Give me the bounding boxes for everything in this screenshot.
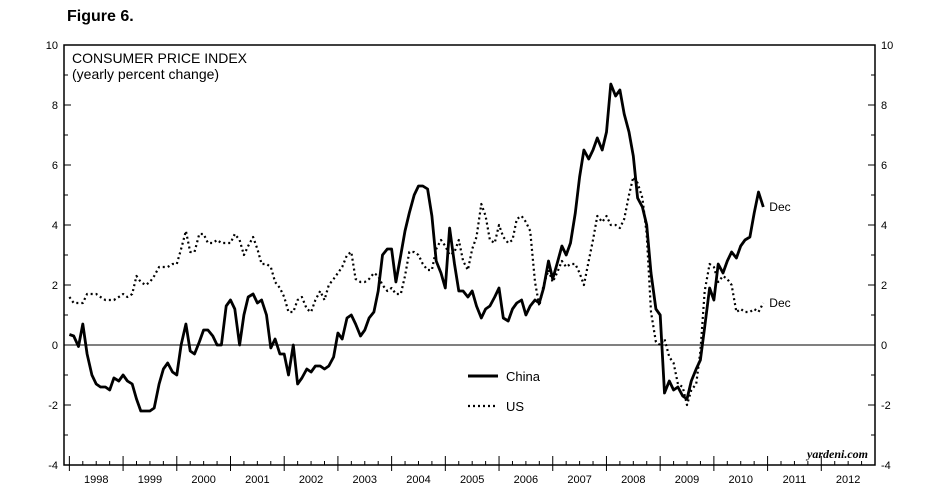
chart-subtitle: (yearly percent change) — [72, 66, 219, 82]
y-tick-label-right: 2 — [881, 280, 887, 292]
x-tick-label: 2006 — [514, 474, 538, 486]
y-tick-label-left: 4 — [52, 220, 58, 232]
x-tick-label: 2005 — [460, 474, 484, 486]
legend-label-us: US — [506, 399, 524, 414]
x-tick-label: 2010 — [728, 474, 752, 486]
right-y-axis-labels: -4 -2 0 2 4 6 8 10 — [881, 40, 893, 472]
x-tick-label: 2012 — [836, 474, 860, 486]
legend: China US — [468, 369, 541, 414]
plot-frame — [63, 44, 876, 466]
series-layer — [68, 82, 765, 413]
y-tick-label-left: 0 — [52, 340, 58, 352]
figure-label: Figure 6. — [67, 8, 134, 25]
x-tick-label: 1998 — [84, 474, 108, 486]
annotations: Dec Dec — [769, 200, 790, 310]
x-axis-labels: 1998 1999 2000 2001 2002 2003 2004 2005 2006 2007… — [84, 474, 860, 486]
left-y-axis-labels: -4 -2 0 2 4 6 8 10 — [46, 40, 58, 472]
x-tick-label: 2000 — [191, 474, 215, 486]
y-tick-label-left: -2 — [48, 400, 58, 412]
x-tick-label: 2003 — [353, 474, 377, 486]
y-tick-label-right: 4 — [881, 220, 887, 232]
source-label: yardeni.com — [805, 447, 868, 461]
x-tick-label: 2004 — [406, 474, 430, 486]
x-tick-label: 2007 — [567, 474, 591, 486]
x-tick-label: 2009 — [675, 474, 699, 486]
y-tick-label-right: 0 — [881, 340, 887, 352]
x-tick-label: 1999 — [138, 474, 162, 486]
y-tick-label-left: 2 — [52, 280, 58, 292]
x-tick-label: 2002 — [299, 474, 323, 486]
y-tick-label-left: 8 — [52, 100, 58, 112]
y-tick-label-right: 8 — [881, 100, 887, 112]
annotation-dec-china: Dec — [769, 200, 790, 214]
y-tick-label-right: -2 — [881, 400, 891, 412]
x-tick-label: 2001 — [245, 474, 269, 486]
y-tick-label-right: -4 — [881, 460, 891, 472]
y-tick-label-left: -4 — [48, 460, 58, 472]
legend-label-china: China — [506, 369, 541, 384]
series-line-us — [68, 175, 765, 407]
x-tick-label: 2008 — [621, 474, 645, 486]
chart-title: CONSUMER PRICE INDEX — [72, 50, 248, 66]
y-tick-label-right: 10 — [881, 40, 893, 52]
y-tick-label-left: 6 — [52, 160, 58, 172]
y-tick-label-right: 6 — [881, 160, 887, 172]
x-tick-label: 2011 — [783, 474, 807, 486]
y-tick-label-left: 10 — [46, 40, 58, 52]
series-line-china — [68, 82, 765, 413]
annotation-dec-us: Dec — [769, 296, 790, 310]
